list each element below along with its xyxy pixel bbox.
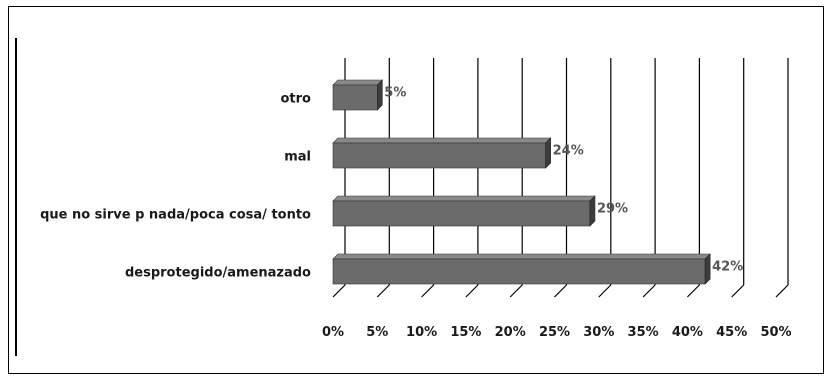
left-border-rule <box>15 38 17 356</box>
gridline-floor <box>775 284 789 298</box>
bar-front-face <box>332 200 591 227</box>
x-tick-label: 10% <box>406 325 437 340</box>
gridline-floor <box>598 284 612 298</box>
gridline-floor <box>509 284 523 298</box>
gridline-floor <box>421 284 435 298</box>
bar-top-face <box>332 253 711 260</box>
x-tick-label: 5% <box>366 325 388 340</box>
bar-side-face <box>545 137 551 169</box>
x-tick-label: 40% <box>672 325 703 340</box>
bar-top-face <box>332 79 384 86</box>
gridline-floor <box>376 284 390 298</box>
bar-top-face <box>332 195 596 202</box>
bar <box>332 253 711 285</box>
bar <box>332 137 552 169</box>
bars <box>332 79 711 285</box>
category-label: otro <box>281 92 312 107</box>
bar-side-face <box>589 195 596 227</box>
category-label: mal <box>284 150 311 165</box>
bar-side-face <box>704 253 711 285</box>
data-label: 29% <box>597 202 628 217</box>
bar <box>332 195 596 227</box>
x-tick-label: 20% <box>495 325 526 340</box>
data-label: 5% <box>384 86 406 101</box>
data-label: 42% <box>712 260 743 275</box>
gridlines <box>332 58 789 298</box>
x-tick-label: 0% <box>322 325 344 340</box>
x-tick-label: 30% <box>583 325 614 340</box>
category-label: desprotegido/amenazado <box>125 266 311 281</box>
gridline-floor <box>554 284 567 298</box>
bar-side-face <box>376 79 383 111</box>
x-tick-label: 15% <box>450 325 481 340</box>
category-label: que no sirve p nada/poca cosa/ tonto <box>40 208 311 223</box>
bar-front-face <box>332 142 546 169</box>
bar-front-face <box>332 84 378 111</box>
x-tick-label: 45% <box>716 325 747 340</box>
x-tick-label: 50% <box>760 325 791 340</box>
gridline-floor <box>731 284 745 298</box>
gridline-floor <box>465 284 479 298</box>
x-tick-label: 35% <box>628 325 659 340</box>
bar <box>332 79 384 111</box>
gridline-floor <box>686 284 700 298</box>
x-tick-label: 25% <box>539 325 570 340</box>
labels: 0% 5% 10% 15% 20% 25% 30% 35% 40% 45% 50% otro 5% mal… <box>40 86 792 341</box>
bar-front-face <box>332 258 706 285</box>
gridline-floor <box>642 284 656 298</box>
gridline-floor <box>332 284 346 298</box>
chart-frame <box>8 6 824 374</box>
bar-top-face <box>332 137 552 144</box>
data-label: 24% <box>553 144 584 159</box>
